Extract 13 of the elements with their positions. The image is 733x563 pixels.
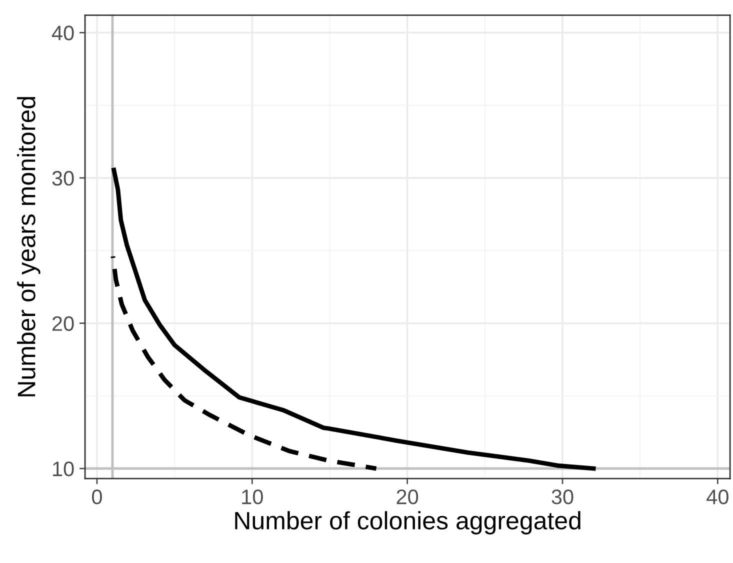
y-axis-title: Number of years monitored: [17, 97, 40, 396]
x-tick-label: 0: [92, 490, 102, 504]
x-tick-label: 30: [552, 490, 574, 504]
y-tick-label: 20: [52, 316, 74, 331]
x-axis-title: Number of colonies aggregated: [235, 511, 580, 534]
line-series: [112, 168, 596, 471]
y-tick-label: 30: [52, 170, 74, 186]
x-tick-label: 20: [396, 490, 418, 504]
y-tick-label: 40: [52, 26, 74, 40]
x-tick-label: 10: [242, 490, 263, 504]
x-tick-label: 40: [706, 490, 728, 504]
line-series: [110, 254, 379, 471]
y-tick-label: 10: [53, 462, 74, 476]
